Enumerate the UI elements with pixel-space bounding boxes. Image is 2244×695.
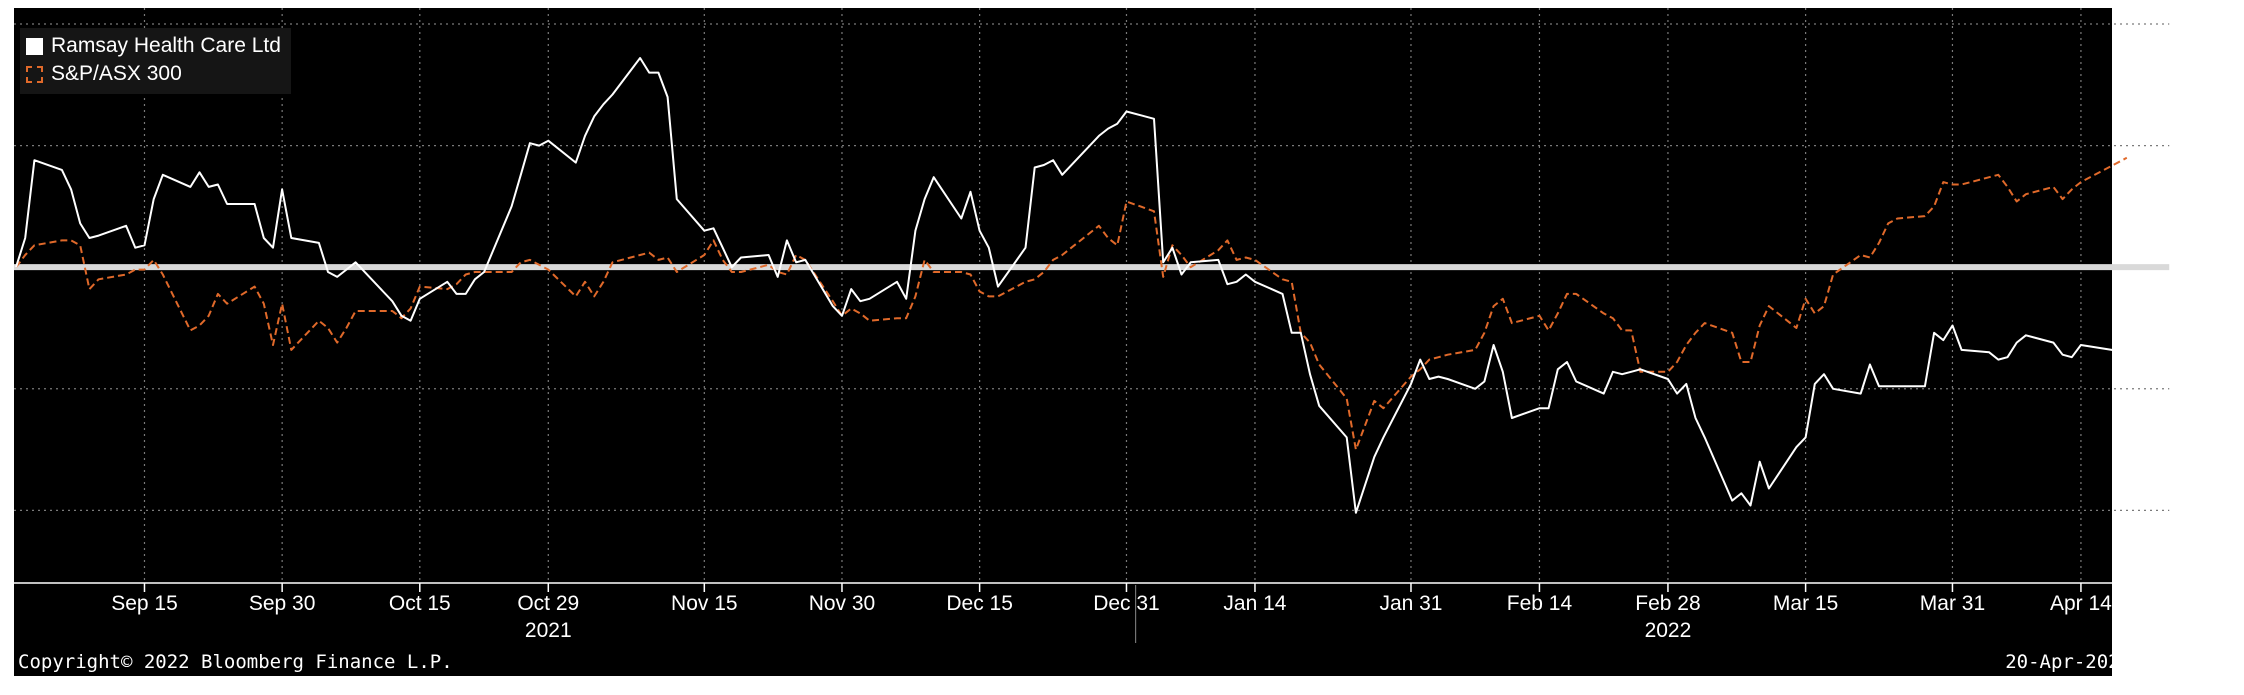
- legend-swatch-dashed: [26, 65, 43, 83]
- y-tick-label: 0: [2194, 256, 2206, 279]
- legend-item-ramsay: Ramsay Health Care Ltd: [26, 32, 281, 60]
- x-tick-label: Feb 28: [1635, 592, 1700, 615]
- axes: 10 5 0 −5 −10 Sep 15 Sep 30 Oct 15 Oct 29 Nov 15 N…: [14, 8, 2230, 643]
- y-tick-label: −10: [2194, 499, 2230, 522]
- y-tick-label: 5: [2194, 135, 2206, 158]
- x-tick-label: Mar 31: [1920, 592, 1985, 615]
- y-tick-label: 10: [2194, 13, 2217, 36]
- legend-swatch-solid: [26, 37, 43, 55]
- x-tick-label: Jan 31: [1379, 592, 1442, 615]
- x-tick-label: Mar 15: [1773, 592, 1838, 615]
- legend-label-asx300: S&P/ASX 300: [51, 62, 182, 85]
- x-tick-label: Dec 15: [946, 592, 1013, 615]
- x-tick-label: Oct 29: [517, 592, 579, 615]
- x-tick-label: Nov 15: [671, 592, 738, 615]
- x-tick-label: Oct 15: [389, 592, 451, 615]
- x-tick-label: Feb 14: [1507, 592, 1573, 615]
- year-label: 2021: [525, 619, 572, 642]
- x-tick-label: Apr 14: [2050, 592, 2112, 615]
- x-tick-label: Sep 15: [111, 592, 178, 615]
- x-tick-label: Jan 14: [1223, 592, 1286, 615]
- x-tick-label: Dec 31: [1093, 592, 1160, 615]
- series-line-ramsay: [15, 57, 2127, 514]
- y-tick-label: −5: [2194, 378, 2218, 401]
- legend-label-ramsay: Ramsay Health Care Ltd: [51, 34, 281, 57]
- copyright-notice: Copyright© 2022 Bloomberg Finance L.P.: [18, 651, 453, 673]
- chart-frame: [14, 8, 2112, 676]
- year-label: 2022: [1645, 619, 1692, 642]
- x-tick-label: Nov 30: [809, 592, 876, 615]
- series-lines: [15, 57, 2128, 514]
- legend-item-asx300: S&P/ASX 300: [26, 60, 281, 88]
- x-tick-label: Sep 30: [249, 592, 316, 615]
- chart-legend: Ramsay Health Care Ltd S&P/ASX 300: [20, 28, 291, 94]
- series-line-asx300: [15, 156, 2128, 451]
- grid-lines: [14, 8, 2170, 583]
- chart-timestamp: 20-Apr-2022 13:20:28: [2005, 651, 2234, 673]
